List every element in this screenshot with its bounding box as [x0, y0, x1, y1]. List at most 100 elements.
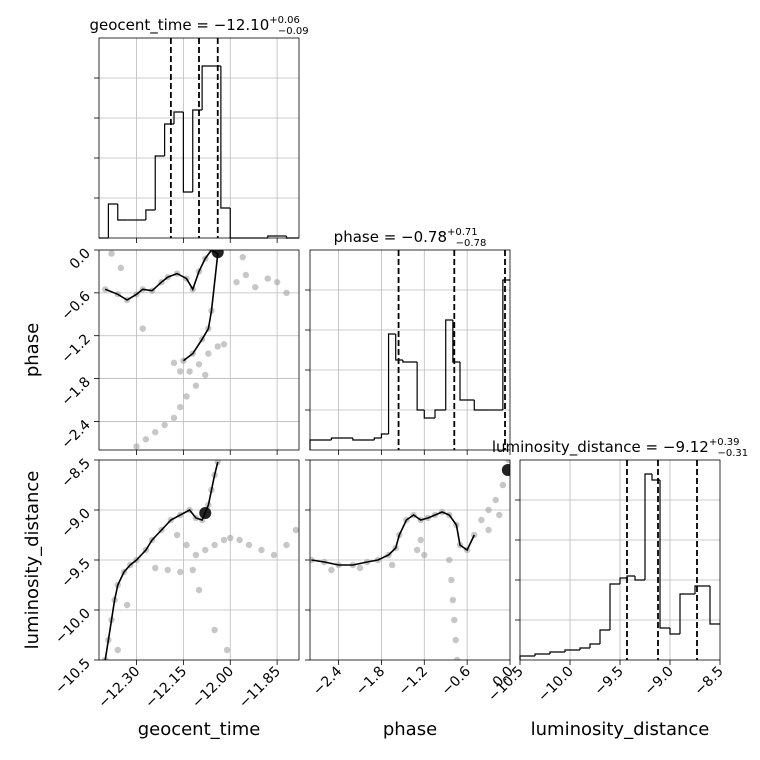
scatter-point	[108, 250, 115, 257]
histogram-bin	[387, 333, 396, 434]
geocent_time-vs-luminosity_distance-grid	[99, 460, 299, 660]
x-axis-label-phase: phase	[383, 719, 437, 740]
histogram-bin	[229, 208, 240, 239]
histogram-bin	[659, 480, 670, 629]
scatter-point	[170, 414, 178, 422]
y-tick-label-phase: −1.8	[58, 374, 93, 409]
scatter-point	[273, 278, 281, 286]
geocent_time-vs-phase-points	[102, 250, 290, 450]
scatter-point	[448, 576, 455, 584]
scatter-point	[292, 526, 299, 534]
hist-phase-frame	[309, 249, 511, 451]
scatter-point	[139, 325, 146, 332]
scatter-point	[252, 283, 259, 291]
scatter-point	[133, 443, 140, 450]
histogram-bin	[373, 437, 382, 440]
scatter-point	[214, 343, 221, 350]
hist-phase-title: phase = −0.78+0.71 −0.78	[334, 227, 487, 249]
hist-luminosity_distance-ticks	[515, 499, 721, 665]
scatter-point	[485, 506, 492, 514]
histogram-bin	[599, 629, 610, 644]
histogram-bin	[423, 410, 435, 419]
histogram-bin	[164, 123, 174, 156]
histogram-bin	[473, 400, 489, 411]
scatter-point	[264, 275, 271, 282]
scatter-point	[328, 566, 335, 574]
hist-luminosity_distance-title: luminosity_distance = −9.12+0.39 −0.31	[492, 437, 748, 459]
scatter-point	[186, 368, 193, 375]
scatter-point	[492, 496, 499, 504]
text-layer: geocent_time = −12.10+0.06 −0.09 phase = −…	[22, 15, 748, 740]
histogram-bin	[182, 112, 193, 193]
histogram-bin	[579, 647, 590, 650]
scatter-point	[177, 568, 184, 576]
scatter-point	[161, 421, 168, 429]
scatter-point	[152, 564, 159, 572]
scatter-point	[152, 428, 159, 436]
scatter-point	[195, 361, 203, 368]
scatter-point	[177, 368, 184, 375]
scatter-point	[173, 531, 181, 539]
scatter-point	[421, 551, 428, 559]
scatter-point	[223, 646, 231, 654]
scatter-point	[283, 289, 290, 297]
scatter-point	[505, 460, 510, 464]
histogram-bin	[416, 362, 425, 411]
phase-vs-luminosity_distance-ticks	[305, 459, 511, 665]
histogram-bin	[352, 438, 375, 441]
hist-luminosity_distance-frame	[519, 459, 721, 661]
scatter-point	[183, 541, 190, 549]
scatter-point	[220, 341, 228, 348]
panels-layer	[94, 37, 721, 665]
histogram-bin	[309, 439, 332, 450]
x-axis-label-luminosity_distance: luminosity_distance	[531, 719, 710, 740]
y-tick-label-luminosity_distance: −9.0	[58, 506, 93, 541]
scatter-point	[227, 534, 234, 542]
x-tick-label-geocent_time: −12.15	[142, 664, 190, 712]
histogram-bin	[192, 109, 203, 192]
scatter-point	[220, 536, 228, 544]
histogram-bin	[644, 473, 652, 580]
geocent_time-vs-luminosity_distance-frame	[98, 459, 300, 661]
scatter-point	[258, 546, 265, 554]
x-tick-label-luminosity_distance: −9.5	[591, 664, 626, 699]
title-plus: +0.06	[269, 15, 300, 26]
hist-luminosity_distance-bars	[519, 473, 720, 660]
histogram-bin	[534, 653, 550, 656]
scatter-point	[449, 596, 457, 604]
y-tick-label-phase: −0.6	[58, 288, 93, 323]
histogram-bin	[694, 585, 710, 594]
histogram-bin	[619, 577, 627, 584]
histogram-bin	[434, 409, 446, 418]
histogram-bin	[669, 628, 680, 635]
histogram-bin	[145, 209, 156, 220]
title-plus: +0.39	[709, 437, 740, 448]
scatter-point	[451, 616, 458, 624]
scatter-point	[211, 541, 218, 549]
scatter-point	[195, 586, 203, 594]
phase-vs-luminosity_distance-points	[310, 460, 510, 660]
histogram-bin	[459, 362, 475, 401]
phase-vs-luminosity_distance-frame	[309, 459, 511, 661]
x-tick-label-phase: −1.2	[396, 664, 431, 699]
title-median: −12.10	[214, 16, 270, 34]
histogram-bin	[589, 643, 600, 648]
histogram-bin	[154, 155, 165, 210]
scatter-point	[496, 511, 503, 519]
histogram-bin	[626, 575, 635, 578]
scatter-point	[388, 561, 396, 569]
histogram-bin	[609, 583, 620, 630]
y-tick-label-phase: −1.2	[58, 331, 93, 366]
title-median: −9.12	[663, 438, 709, 456]
histogram-bin	[173, 111, 184, 124]
scatter-point	[446, 556, 453, 564]
title-prefix: geocent_time =	[89, 16, 213, 35]
x-tick-label-phase: −1.8	[353, 664, 388, 699]
x-tick-label-phase: −0.6	[439, 663, 474, 698]
y-tick-label-luminosity_distance: −8.5	[58, 456, 93, 491]
histogram-bin	[564, 649, 580, 652]
scatter-point	[177, 403, 184, 411]
histogram-bin	[117, 204, 128, 221]
scatter-point	[117, 264, 125, 272]
scatter-point	[211, 626, 218, 634]
